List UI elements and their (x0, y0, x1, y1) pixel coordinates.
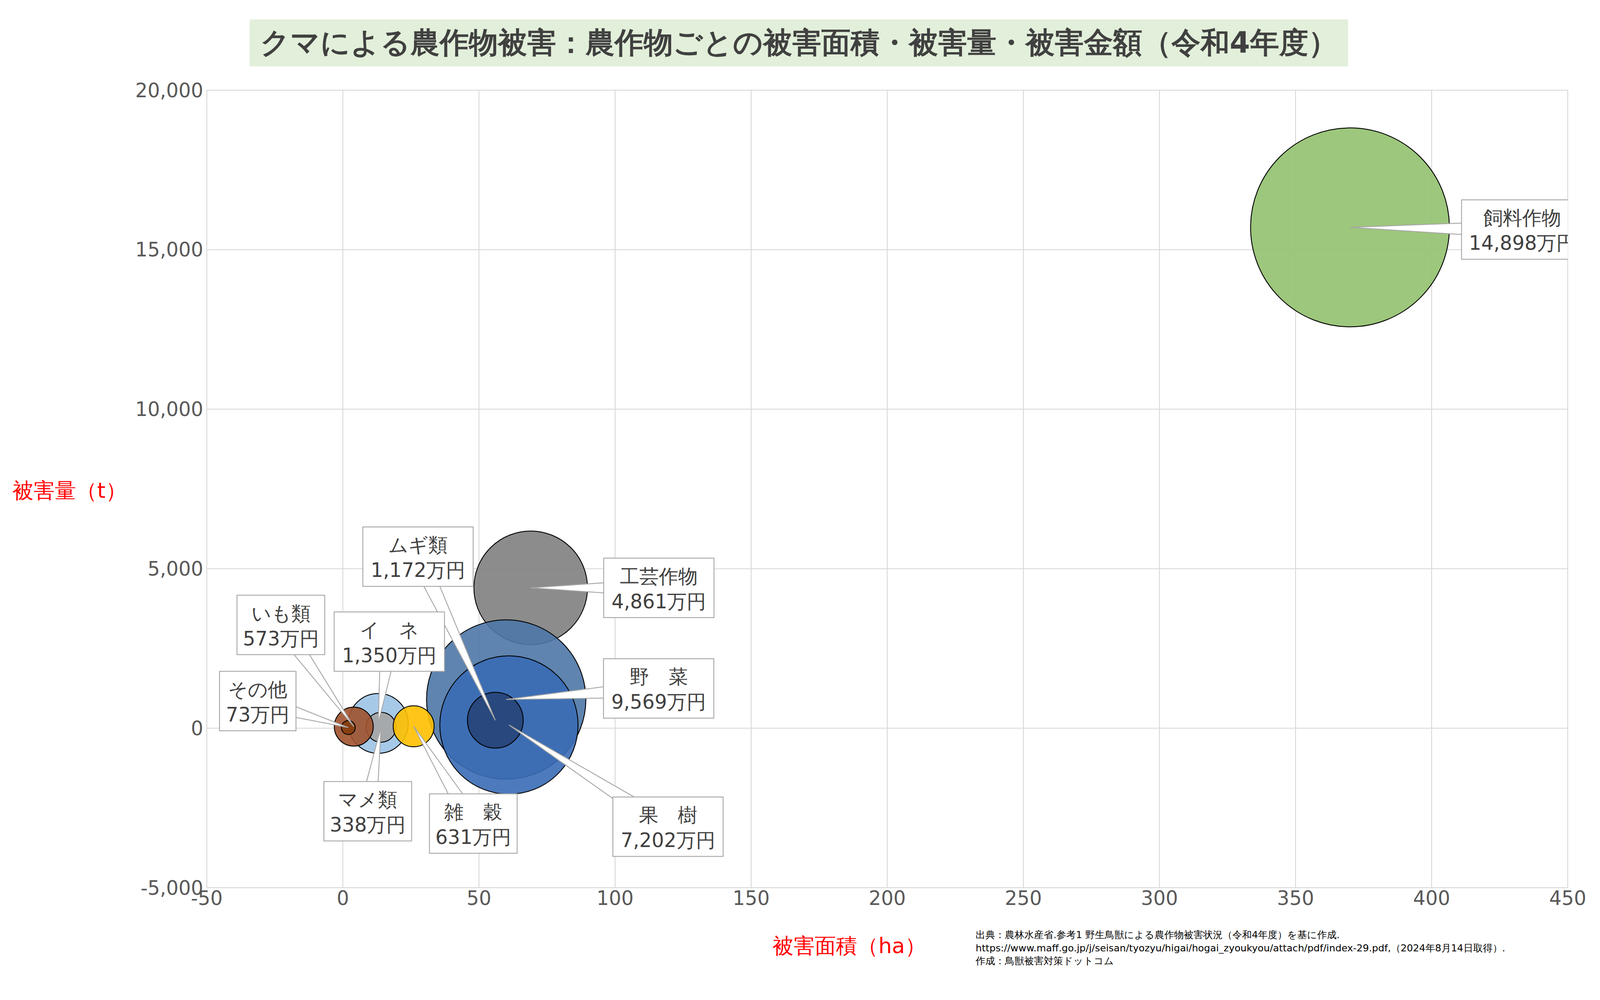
svg-text:果 樹: 果 樹 (638, 803, 698, 826)
svg-text:-5,000: -5,000 (140, 876, 204, 899)
svg-text:150: 150 (732, 886, 770, 909)
svg-text:10,000: 10,000 (135, 397, 204, 421)
svg-text:ムギ類: ムギ類 (388, 533, 448, 556)
html-text:被害面積（ha）: 被害面積（ha） (772, 932, 927, 958)
svg-text:573万円: 573万円 (243, 627, 320, 650)
svg-text:1,172万円: 1,172万円 (370, 558, 466, 582)
html-text:https://www.maff.go.jp/j/seisa: https://www.maff.go.jp/j/seisan/tyozyu/h… (975, 941, 1506, 953)
svg-text:20,000: 20,000 (135, 79, 204, 102)
svg-text:4,861万円: 4,861万円 (611, 589, 707, 613)
svg-text:14,898万円: 14,898万円 (1468, 231, 1568, 255)
svg-text:350: 350 (1276, 886, 1315, 909)
html-text:被害量（t）: 被害量（t） (12, 477, 127, 503)
svg-text:1,350万円: 1,350万円 (342, 643, 437, 667)
svg-text:雑 穀: 雑 穀 (444, 800, 503, 823)
svg-text:0: 0 (190, 716, 204, 740)
svg-text:631万円: 631万円 (435, 825, 512, 848)
svg-text:-50: -50 (190, 886, 223, 910)
svg-text:15,000: 15,000 (135, 238, 204, 261)
html-text:出典：農林水産省.参考1 野生鳥獣による農作物被害状況（令和: 出典：農林水産省.参考1 野生鳥獣による農作物被害状況（令和4年度）を基に作成. (975, 928, 1340, 940)
svg-text:73万円: 73万円 (225, 703, 290, 726)
svg-text:300: 300 (1140, 886, 1179, 909)
svg-text:工芸作物: 工芸作物 (619, 564, 698, 588)
svg-text:その他: その他 (228, 677, 288, 701)
html-text:クマによる農作物被害：農作物ごとの被害面積・被害量・被害金額: クマによる農作物被害：農作物ごとの被害面積・被害量・被害金額（令和4年度） (260, 25, 1338, 60)
svg-text:200: 200 (868, 886, 906, 909)
svg-text:100: 100 (596, 886, 634, 909)
svg-text:飼料作物: 飼料作物 (1483, 206, 1562, 229)
svg-text:400: 400 (1413, 886, 1451, 909)
svg-text:5,000: 5,000 (147, 557, 204, 580)
svg-text:50: 50 (466, 886, 492, 909)
svg-text:450: 450 (1549, 886, 1587, 909)
svg-text:0: 0 (336, 886, 350, 909)
svg-text:マメ類: マメ類 (338, 787, 398, 811)
svg-text:イ ネ: イ ネ (359, 618, 419, 641)
html-text:作成：鳥獣被害対策ドットコム: 作成：鳥獣被害対策ドットコム (975, 955, 1114, 967)
svg-text:250: 250 (1004, 886, 1042, 909)
svg-text:7,202万円: 7,202万円 (620, 828, 716, 852)
svg-text:野 菜: 野 菜 (629, 665, 688, 688)
svg-text:いも類: いも類 (251, 601, 311, 625)
svg-text:9,569万円: 9,569万円 (611, 690, 707, 713)
svg-text:338万円: 338万円 (329, 813, 406, 836)
